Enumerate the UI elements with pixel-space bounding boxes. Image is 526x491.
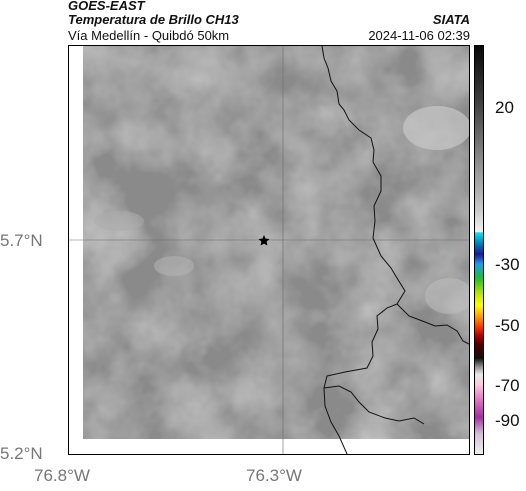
colorbar-tick-minus-50: -50 xyxy=(495,316,520,335)
boundary-west xyxy=(321,46,406,454)
y-tick-5-2n: 5.2°N xyxy=(0,444,43,463)
star-marker-icon xyxy=(258,235,270,246)
datetime-label: 2024-11-06 02:39 xyxy=(368,28,470,43)
cloud-patch xyxy=(425,278,469,314)
satellite-map xyxy=(68,45,470,455)
cloud-patch xyxy=(403,106,469,150)
map-svg xyxy=(69,46,469,454)
colorbar-tick-20: 20 xyxy=(495,98,514,117)
boundary-east xyxy=(396,303,469,345)
x-tick-76-8w: 76.8°W xyxy=(34,466,90,485)
region-subtitle: Vía Medellín - Quibdó 50km xyxy=(68,28,230,43)
agency-label: SIATA xyxy=(432,12,470,27)
cloud-patch xyxy=(154,256,194,276)
satellite-title: GOES-EAST xyxy=(68,0,145,13)
brightness-temperature-field xyxy=(83,46,469,439)
x-tick-76-3w: 76.3°W xyxy=(246,466,302,485)
colorbar-tick-minus-70: -70 xyxy=(495,376,520,395)
y-tick-5-7n: 5.7°N xyxy=(0,231,43,250)
colorbar-tick-minus-90: -90 xyxy=(495,411,520,430)
cloud-patch xyxy=(94,211,144,231)
boundary-south xyxy=(323,385,425,425)
product-title: Temperatura de Brillo CH13 xyxy=(68,12,239,27)
colorbar-tick-minus-30: -30 xyxy=(495,255,520,274)
colorbar xyxy=(474,45,484,455)
